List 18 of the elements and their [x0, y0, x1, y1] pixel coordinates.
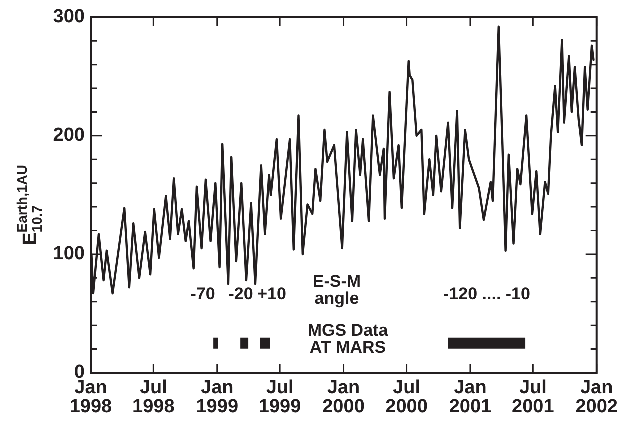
- annotation: -70: [190, 284, 216, 304]
- x-tick-label: Jan 2001: [449, 378, 492, 418]
- y-tick-label: 100: [53, 244, 85, 265]
- y-tick-label: 200: [53, 125, 85, 146]
- x-tick-label: Jan 1999: [196, 378, 239, 418]
- y-axis-title: E10.7Earth,1AU: [14, 165, 45, 246]
- annotation: E-S-M angle: [312, 272, 362, 308]
- annotation: +10: [258, 284, 286, 304]
- x-tick-label: Jul 1998: [132, 378, 175, 418]
- x-tick-label: Jan 2000: [322, 378, 365, 418]
- y-tick-label: 300: [53, 6, 85, 28]
- annotation: MGS Data AT MARS: [308, 321, 389, 358]
- annotation: -120 .... -10: [444, 284, 530, 304]
- x-tick-label: Jul 2001: [512, 378, 555, 418]
- annotation: -20: [228, 284, 254, 304]
- x-tick-label: Jul 1999: [258, 378, 302, 418]
- x-tick-label: Jul 2000: [386, 378, 428, 418]
- x-tick-label: Jan 2002: [576, 378, 618, 418]
